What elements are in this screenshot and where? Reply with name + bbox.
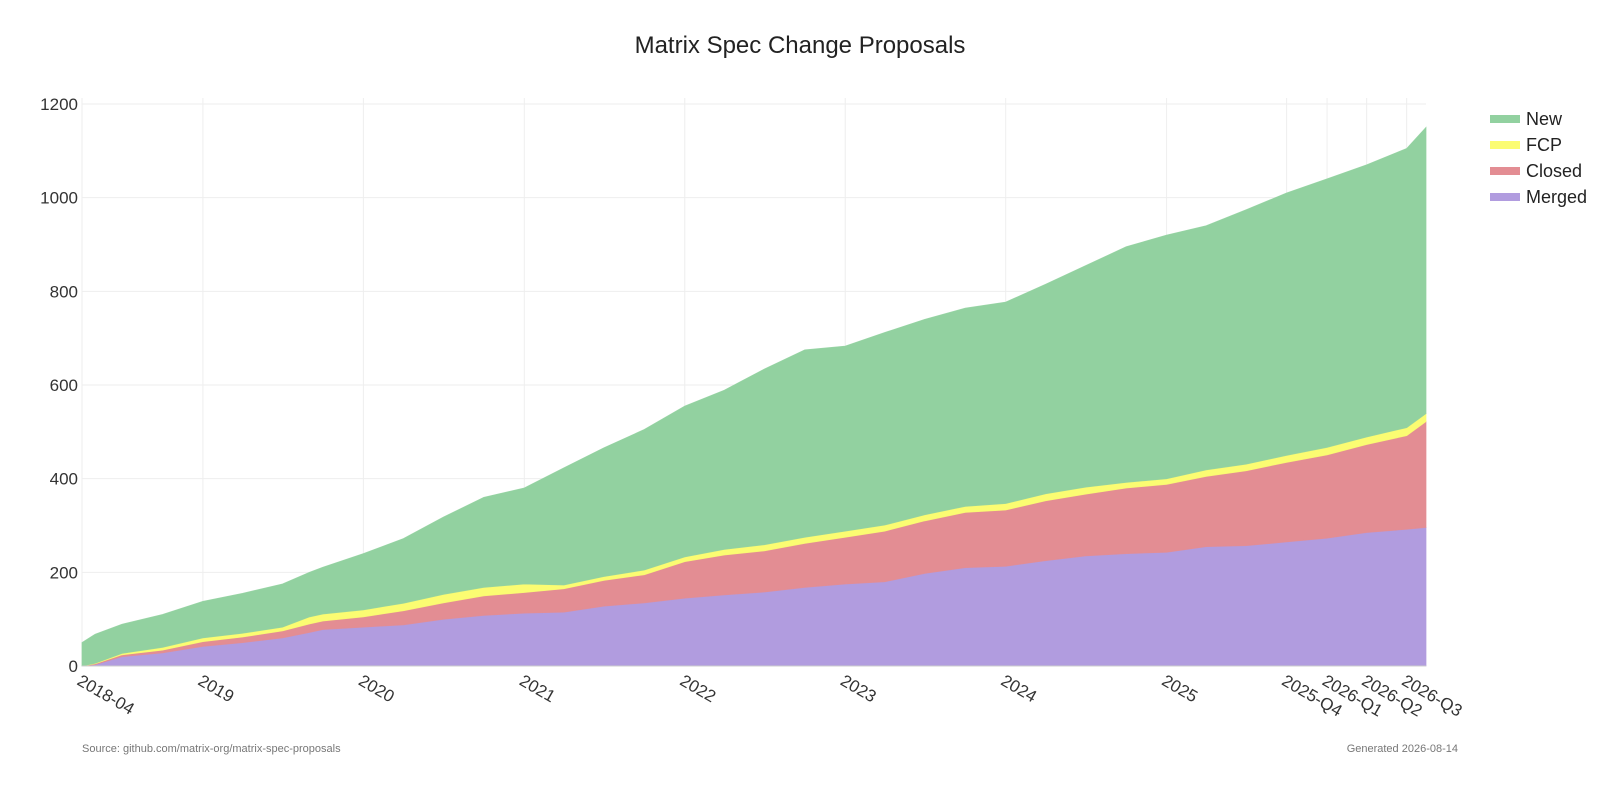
legend-item-fcp[interactable]: FCP [1490, 132, 1587, 158]
y-tick-label: 800 [50, 282, 78, 301]
legend-item-closed[interactable]: Closed [1490, 158, 1587, 184]
y-tick-label: 400 [50, 470, 78, 489]
x-tick-label: 2019 [195, 671, 237, 706]
legend-item-new[interactable]: New [1490, 106, 1587, 132]
legend-label-new: New [1526, 108, 1563, 129]
source-note: Source: github.com/matrix-org/matrix-spe… [82, 743, 341, 755]
x-tick-label: 2021 [516, 671, 558, 706]
legend-label-merged: Merged [1526, 186, 1588, 207]
x-tick-label: 2020 [355, 671, 397, 706]
legend-label-fcp: FCP [1526, 134, 1562, 155]
y-tick-label: 0 [69, 657, 78, 676]
legend-label-closed: Closed [1526, 160, 1583, 181]
legend: New FCP Closed Merged [1490, 106, 1587, 210]
y-tick-label: 600 [50, 376, 78, 395]
legend-swatch-merged [1490, 193, 1520, 201]
legend-swatch-fcp [1490, 141, 1520, 149]
x-tick-label: 2022 [677, 671, 719, 706]
area-layer [81, 126, 1427, 667]
legend-item-merged[interactable]: Merged [1490, 184, 1587, 210]
generated-note: Generated 2026-08-14 [1346, 743, 1458, 755]
legend-swatch-closed [1490, 167, 1520, 175]
area-series-new[interactable] [81, 126, 1427, 667]
x-tick-label: 2024 [998, 671, 1040, 706]
y-tick-label: 1000 [40, 189, 78, 208]
x-tick-label: 2018-04 [74, 671, 138, 719]
x-tick-label: 2025 [1159, 671, 1201, 706]
legend-swatch-new [1490, 115, 1520, 123]
x-tick-label: 2023 [837, 671, 879, 706]
y-tick-label: 200 [50, 563, 78, 582]
chart-title: Matrix Spec Change Proposals [634, 32, 966, 59]
y-tick-label: 1200 [40, 95, 78, 114]
